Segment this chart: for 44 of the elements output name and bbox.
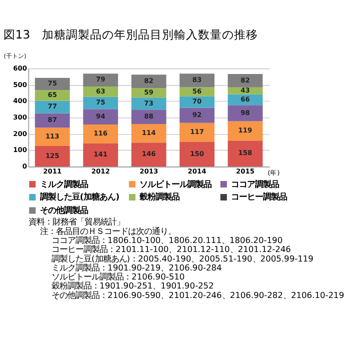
bar <box>34 100 70 114</box>
legend-label: 穀粉調製品 <box>138 192 180 202</box>
bar <box>34 146 70 166</box>
chart-title: 図13 加糖調製品の年別品目別輸入数量の推移 <box>3 27 258 42</box>
bar <box>180 142 214 166</box>
legend-label: ミルク調製品 <box>40 178 88 189</box>
bar <box>83 86 118 97</box>
bar <box>180 108 214 123</box>
legend-label: その他調製品 <box>40 205 88 216</box>
bar <box>34 90 70 101</box>
bar <box>83 74 118 87</box>
text: その他調製品：2106.90-590、2101.20-246、2106.90-282、2106.10-219 <box>52 290 344 300</box>
bar <box>180 96 214 108</box>
bar <box>180 74 214 88</box>
text: 注：各品目のＨＳコードは次の通り。 <box>40 226 176 236</box>
bar <box>131 98 166 110</box>
legend-label: ソルビトール調製品 <box>140 178 212 189</box>
bar <box>34 78 70 90</box>
bar <box>34 113 70 128</box>
legend-label: ココア調製品 <box>231 178 280 189</box>
bar <box>228 140 263 166</box>
bar <box>228 74 263 88</box>
text: コーヒー調製品：2101.11-100、2101.12-110、2101.12-246 <box>52 244 291 254</box>
bar <box>131 74 166 88</box>
bar <box>131 110 166 124</box>
text: 資料：財務省「貿易統計」 <box>28 216 124 227</box>
legend-label: 調製した豆(加糖あん) <box>38 192 120 202</box>
bar <box>83 96 118 110</box>
bar <box>180 87 214 96</box>
bar <box>34 128 70 146</box>
bar <box>83 109 118 124</box>
text: 穀粉調製品：1901.90-251、1901.90-252 <box>52 280 214 291</box>
bar <box>83 143 118 166</box>
bar <box>131 124 166 143</box>
text: 調製した豆(加糖あん)：2005.40-190、2005.51-190、2005.99-119 <box>52 253 314 264</box>
legend-label: コーヒー調製品 <box>231 192 288 202</box>
bar <box>228 105 263 122</box>
bar <box>228 121 263 141</box>
text: ミルク調製品：1901.90-219、2106.90-284 <box>52 262 222 272</box>
bar <box>131 142 166 166</box>
bar <box>83 124 118 144</box>
text: ココア調製品：1806.10-100、1806.20.111、1806.20-190 <box>52 234 283 245</box>
text: ソルビトール調製品：2106.90-510 <box>52 272 185 282</box>
bar <box>180 122 214 142</box>
